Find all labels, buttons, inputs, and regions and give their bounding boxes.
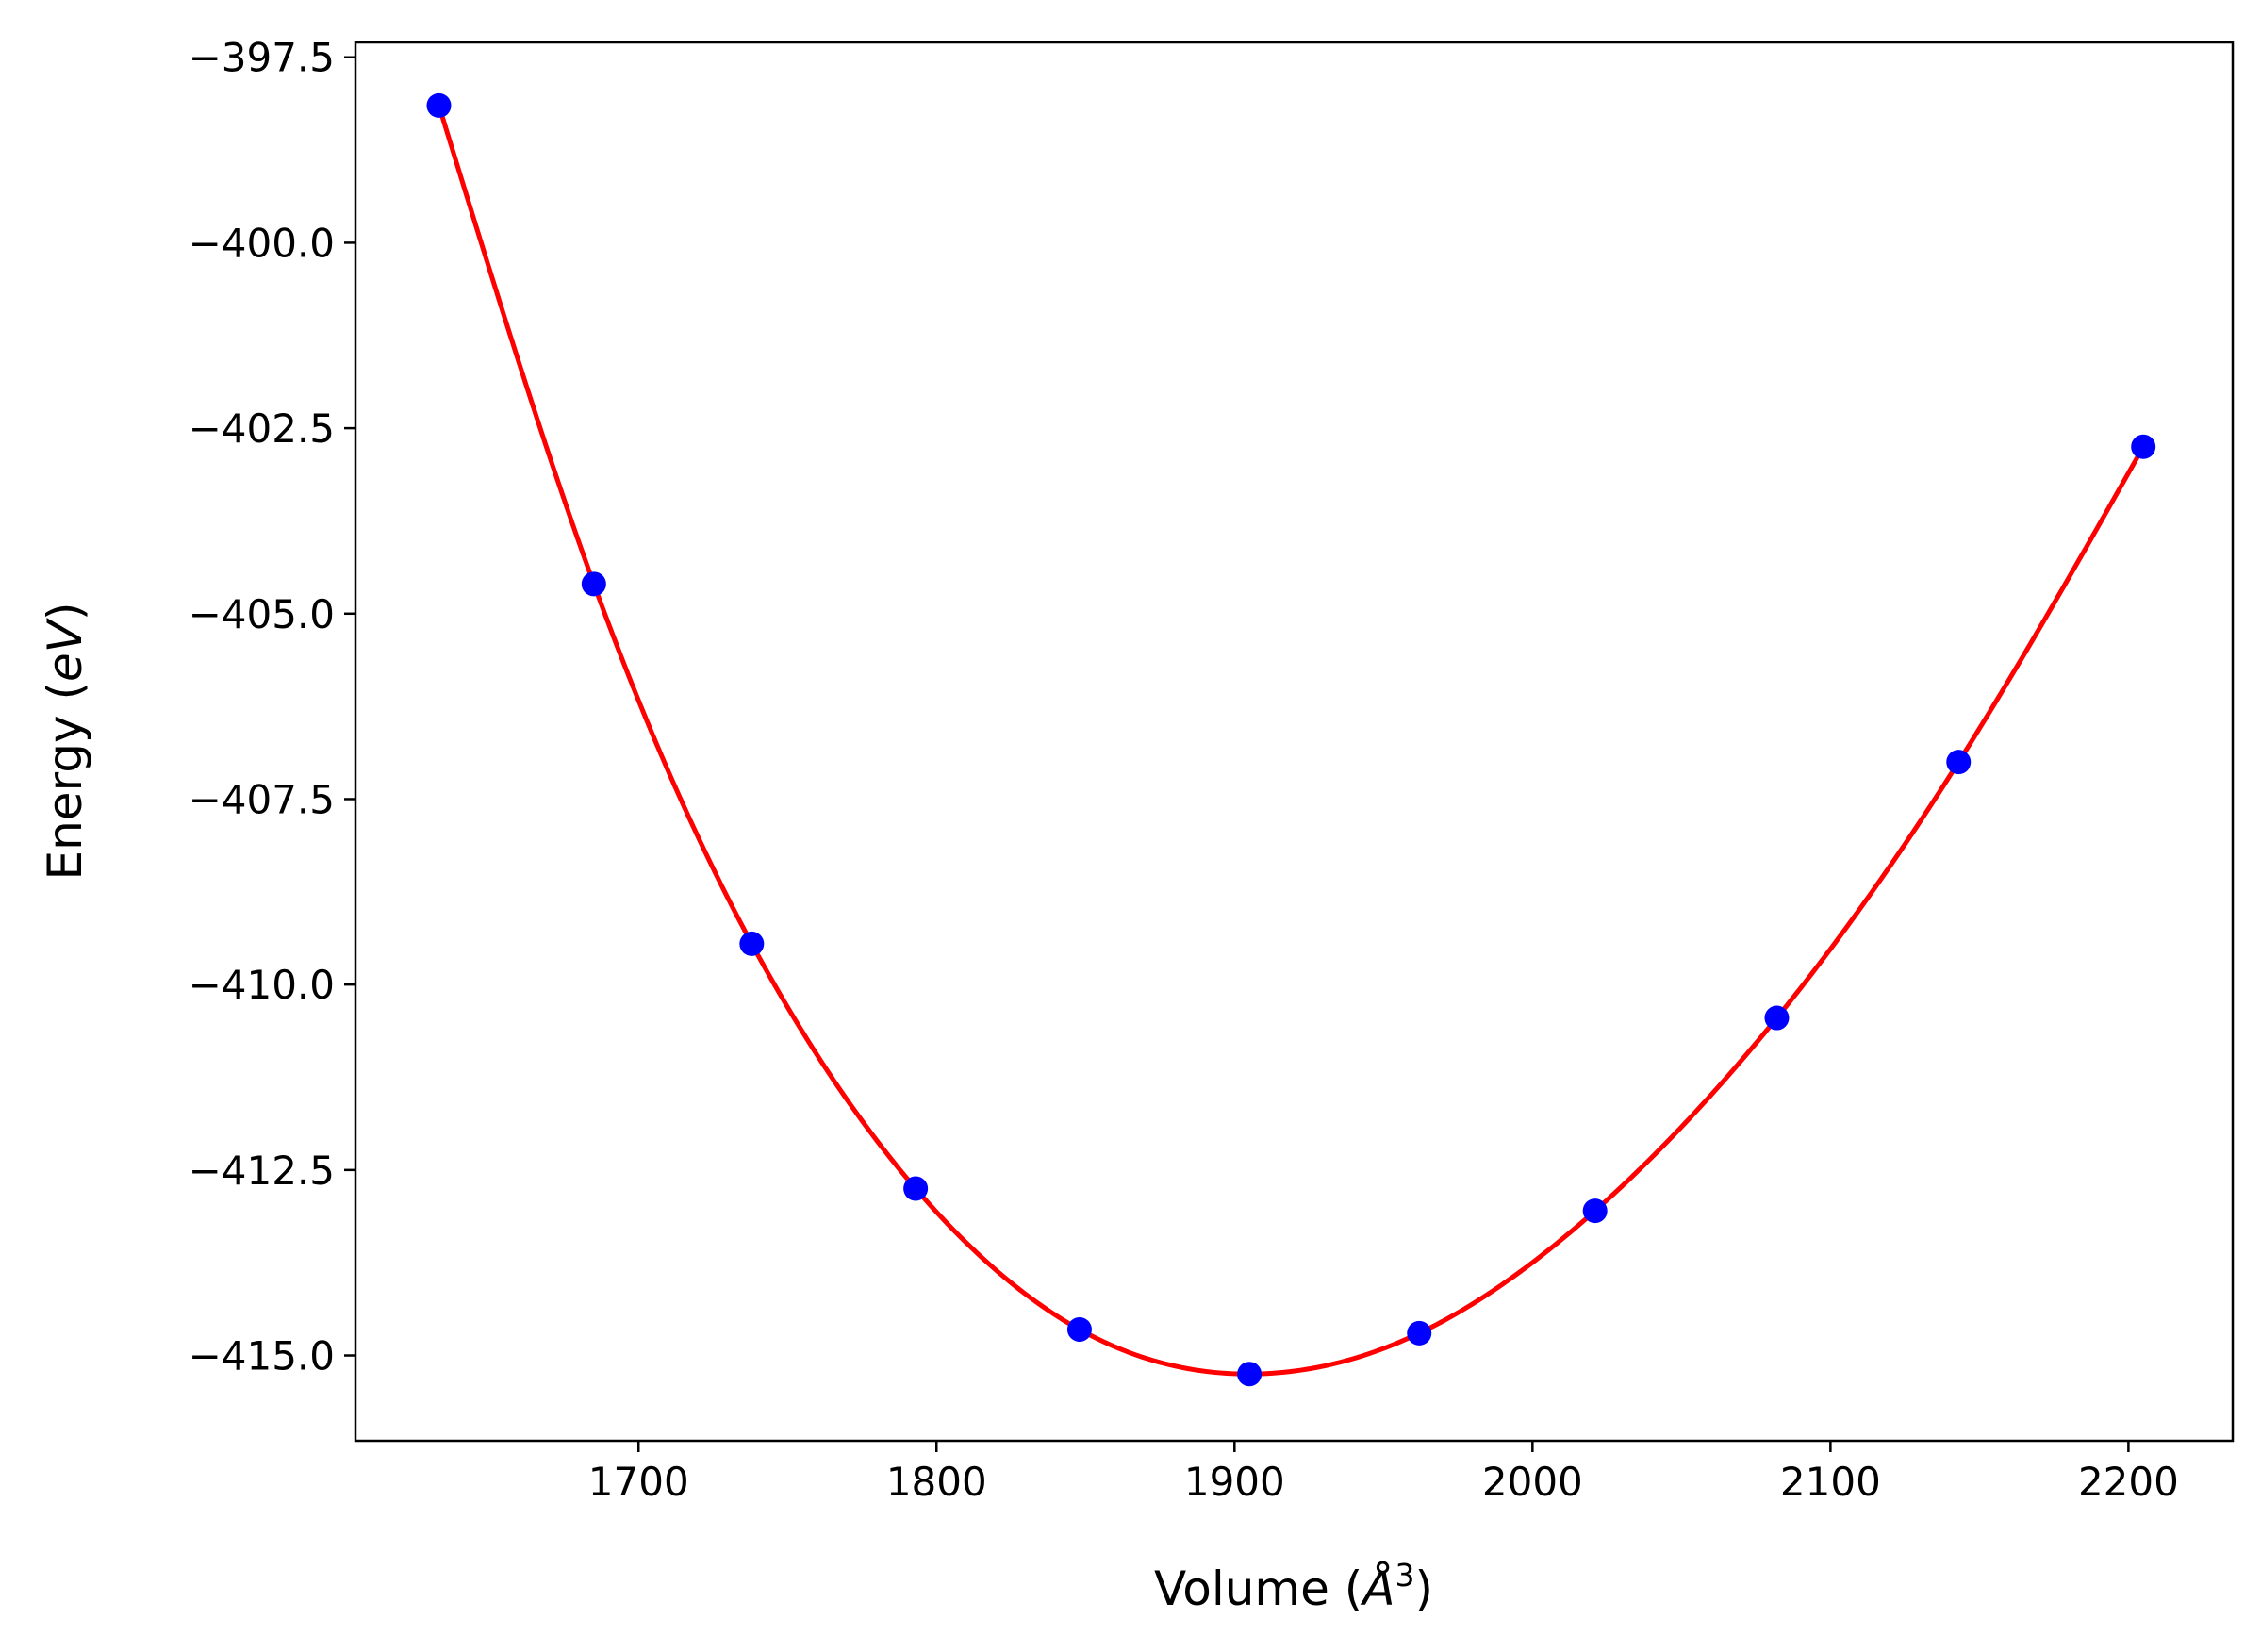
y-tick-label: −415.0 bbox=[189, 1333, 335, 1379]
data-point bbox=[739, 931, 765, 956]
data-point bbox=[426, 92, 452, 118]
x-tick-label: 1900 bbox=[1184, 1459, 1285, 1505]
x-axis-ticks: 1700 1800 1900 2000 2100 2200 bbox=[588, 1441, 2179, 1505]
data-point bbox=[1764, 1005, 1790, 1031]
data-points-layer bbox=[426, 92, 2156, 1387]
y-axis-ticks: −397.5 −400.0 −402.5 −405.0 −407.5 −410.0 −412… bbox=[189, 35, 355, 1379]
data-point bbox=[1946, 750, 1972, 775]
y-tick-label: −410.0 bbox=[189, 962, 335, 1008]
data-point bbox=[903, 1176, 929, 1201]
x-axis-label: Volume (Å3) bbox=[1154, 1557, 1433, 1616]
plot-area-frame bbox=[354, 41, 2235, 1443]
data-point bbox=[1066, 1316, 1092, 1342]
x-tick-label: 1800 bbox=[886, 1459, 987, 1505]
y-tick-label: −407.5 bbox=[189, 776, 335, 822]
y-tick-label: −412.5 bbox=[189, 1148, 335, 1194]
y-tick-label: −402.5 bbox=[189, 405, 335, 452]
data-point bbox=[1237, 1362, 1263, 1387]
y-tick-label: −400.0 bbox=[189, 220, 335, 266]
data-point bbox=[1582, 1198, 1608, 1224]
data-point bbox=[2131, 434, 2156, 459]
data-point bbox=[581, 571, 606, 597]
y-tick-label: −405.0 bbox=[189, 591, 335, 637]
x-tick-label: 1700 bbox=[588, 1459, 689, 1505]
data-point bbox=[1407, 1320, 1432, 1346]
y-tick-label: −397.5 bbox=[189, 35, 335, 81]
x-tick-label: 2200 bbox=[2078, 1459, 2179, 1505]
y-axis-label: Energy (eV) bbox=[38, 603, 92, 881]
x-tick-label: 2100 bbox=[1780, 1459, 1881, 1505]
x-tick-label: 2000 bbox=[1482, 1459, 1583, 1505]
